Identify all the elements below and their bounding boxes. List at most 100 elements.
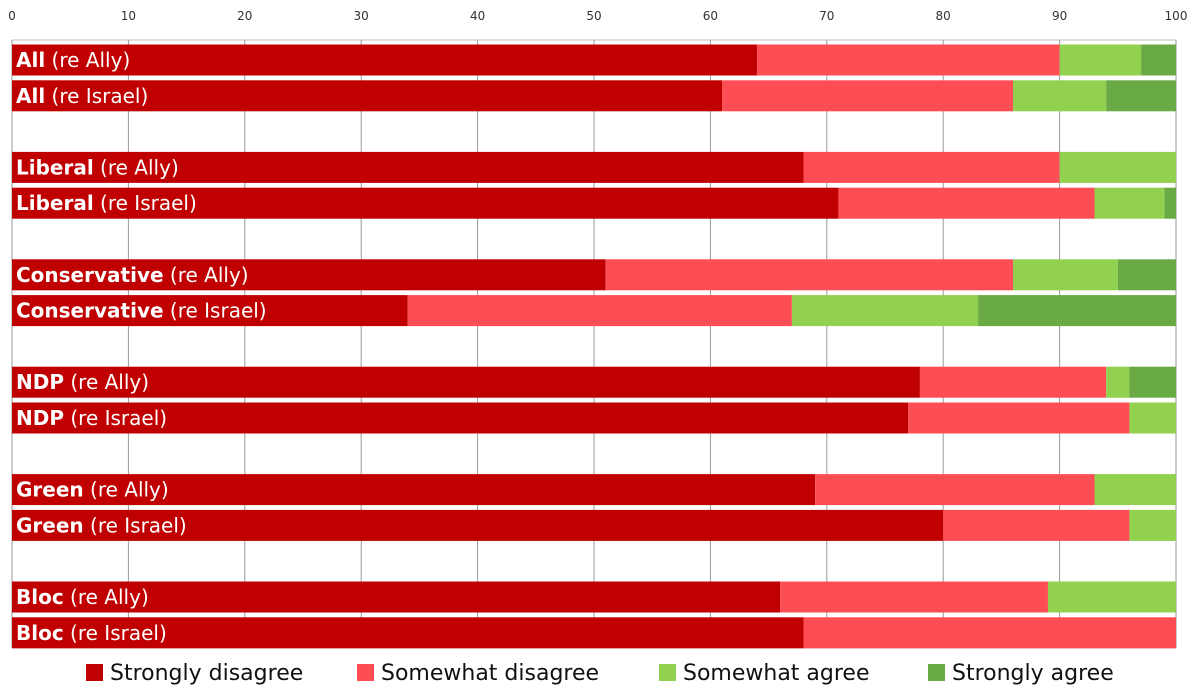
bar-segment xyxy=(1129,366,1176,398)
bar-label-suffix: (re Israel) xyxy=(64,406,167,430)
bar-label-suffix: (re Ally) xyxy=(64,370,149,394)
bar-segment xyxy=(780,581,1048,613)
bar-label: Green (re Israel) xyxy=(16,513,187,537)
legend-swatch xyxy=(86,664,103,681)
bar-segment xyxy=(12,187,839,219)
bar-label: All (re Israel) xyxy=(16,84,148,108)
bar-segment xyxy=(12,402,909,434)
bar-label: Green (re Ally) xyxy=(16,478,169,502)
grid-lines xyxy=(11,39,1177,649)
x-tick-label: 60 xyxy=(703,9,718,23)
bar-label: Bloc (re Ally) xyxy=(16,585,149,609)
bar-label-party: Conservative xyxy=(16,299,164,323)
bar-segment xyxy=(12,581,781,613)
bar-label-party: All xyxy=(16,84,45,108)
bar-segment xyxy=(1059,44,1142,76)
bar-segment xyxy=(815,474,1095,506)
bar-segment xyxy=(12,80,723,112)
bars xyxy=(12,44,1176,649)
x-tick-label: 30 xyxy=(354,9,369,23)
bar-label: Liberal (re Israel) xyxy=(16,191,197,215)
bar-segment xyxy=(1094,187,1165,219)
bar-segment xyxy=(978,295,1176,327)
bar-label-party: Bloc xyxy=(16,621,64,645)
bar-segment xyxy=(1141,44,1176,76)
bar-segment xyxy=(12,295,408,327)
x-tick-label: 40 xyxy=(470,9,485,23)
legend-label: Strongly disagree xyxy=(110,661,303,686)
bar-label: Conservative (re Israel) xyxy=(16,299,267,323)
bar-segment xyxy=(1129,509,1176,541)
bar-label: NDP (re Ally) xyxy=(16,370,149,394)
bar-label-party: Bloc xyxy=(16,585,64,609)
bar-label-party: NDP xyxy=(16,406,64,430)
bar-segment xyxy=(1094,474,1176,506)
bar-label-suffix: (re Israel) xyxy=(164,299,267,323)
bar-segment xyxy=(12,474,816,506)
bar-label-suffix: (re Israel) xyxy=(64,621,167,645)
bar-label-suffix: (re Ally) xyxy=(94,155,179,179)
x-tick-label: 80 xyxy=(936,9,951,23)
bar-labels: All (re Ally)All (re Israel)Liberal (re … xyxy=(16,48,267,645)
bar-segment xyxy=(12,366,920,398)
x-tick-label: 20 xyxy=(237,9,252,23)
x-tick-label: 70 xyxy=(819,9,834,23)
bar-segment xyxy=(1129,402,1176,434)
bar-segment xyxy=(908,402,1130,434)
bar-segment xyxy=(943,509,1130,541)
bar-segment xyxy=(919,366,1107,398)
bar-segment xyxy=(1047,581,1176,613)
x-tick-label: 10 xyxy=(121,9,136,23)
bar-label: NDP (re Israel) xyxy=(16,406,167,430)
bar-label: Bloc (re Israel) xyxy=(16,621,167,645)
legend-swatch xyxy=(659,664,676,681)
bar-segment xyxy=(12,509,944,541)
legend-label: Somewhat disagree xyxy=(381,661,599,686)
bar-label: All (re Ally) xyxy=(16,48,130,72)
bar-segment xyxy=(1164,187,1176,219)
bar-segment xyxy=(12,259,606,291)
legend-swatch xyxy=(928,664,945,681)
bar-label-party: Conservative xyxy=(16,263,164,287)
bar-label: Conservative (re Ally) xyxy=(16,263,249,287)
bar-label-party: Liberal xyxy=(16,191,94,215)
bar-segment xyxy=(756,44,1060,76)
bar-segment xyxy=(12,44,757,76)
bar-label-party: Green xyxy=(16,478,84,502)
legend-swatch xyxy=(357,664,374,681)
bar-label-suffix: (re Israel) xyxy=(94,191,197,215)
bar-segment xyxy=(1059,151,1176,183)
bar-label-party: Liberal xyxy=(16,155,94,179)
bar-segment xyxy=(12,617,804,649)
bar-segment xyxy=(605,259,1014,291)
bar-label-suffix: (re Ally) xyxy=(45,48,130,72)
bar-label-party: NDP xyxy=(16,370,64,394)
legend-label: Somewhat agree xyxy=(683,661,870,686)
bar-segment xyxy=(1117,259,1176,291)
bar-segment xyxy=(1013,80,1107,112)
bar-segment xyxy=(1106,366,1130,398)
x-tick-label: 0 xyxy=(8,9,16,23)
bar-label-suffix: (re Israel) xyxy=(84,513,187,537)
bar-segment xyxy=(722,80,1014,112)
bar-segment xyxy=(791,295,979,327)
x-tick-label: 50 xyxy=(586,9,601,23)
x-axis-ticks: 0 10 20 30 40 50 60 70 80 90 100 xyxy=(8,9,1187,23)
bar-label-suffix: (re Ally) xyxy=(84,478,169,502)
bar-label: Liberal (re Ally) xyxy=(16,155,179,179)
bar-segment xyxy=(407,295,792,327)
legend-label: Strongly agree xyxy=(952,661,1114,686)
bar-segment xyxy=(12,151,804,183)
x-tick-label: 100 xyxy=(1165,9,1188,23)
bar-segment xyxy=(1013,259,1118,291)
x-tick-label: 90 xyxy=(1052,9,1067,23)
bar-label-suffix: (re Israel) xyxy=(45,84,148,108)
bar-segment xyxy=(838,187,1095,219)
bar-label-suffix: (re Ally) xyxy=(64,585,149,609)
bar-segment xyxy=(803,151,1060,183)
bar-label-party: Green xyxy=(16,513,84,537)
legend: Strongly disagree Somewhat disagree Somewh… xyxy=(86,661,1114,686)
bar-label-suffix: (re Ally) xyxy=(164,263,249,287)
